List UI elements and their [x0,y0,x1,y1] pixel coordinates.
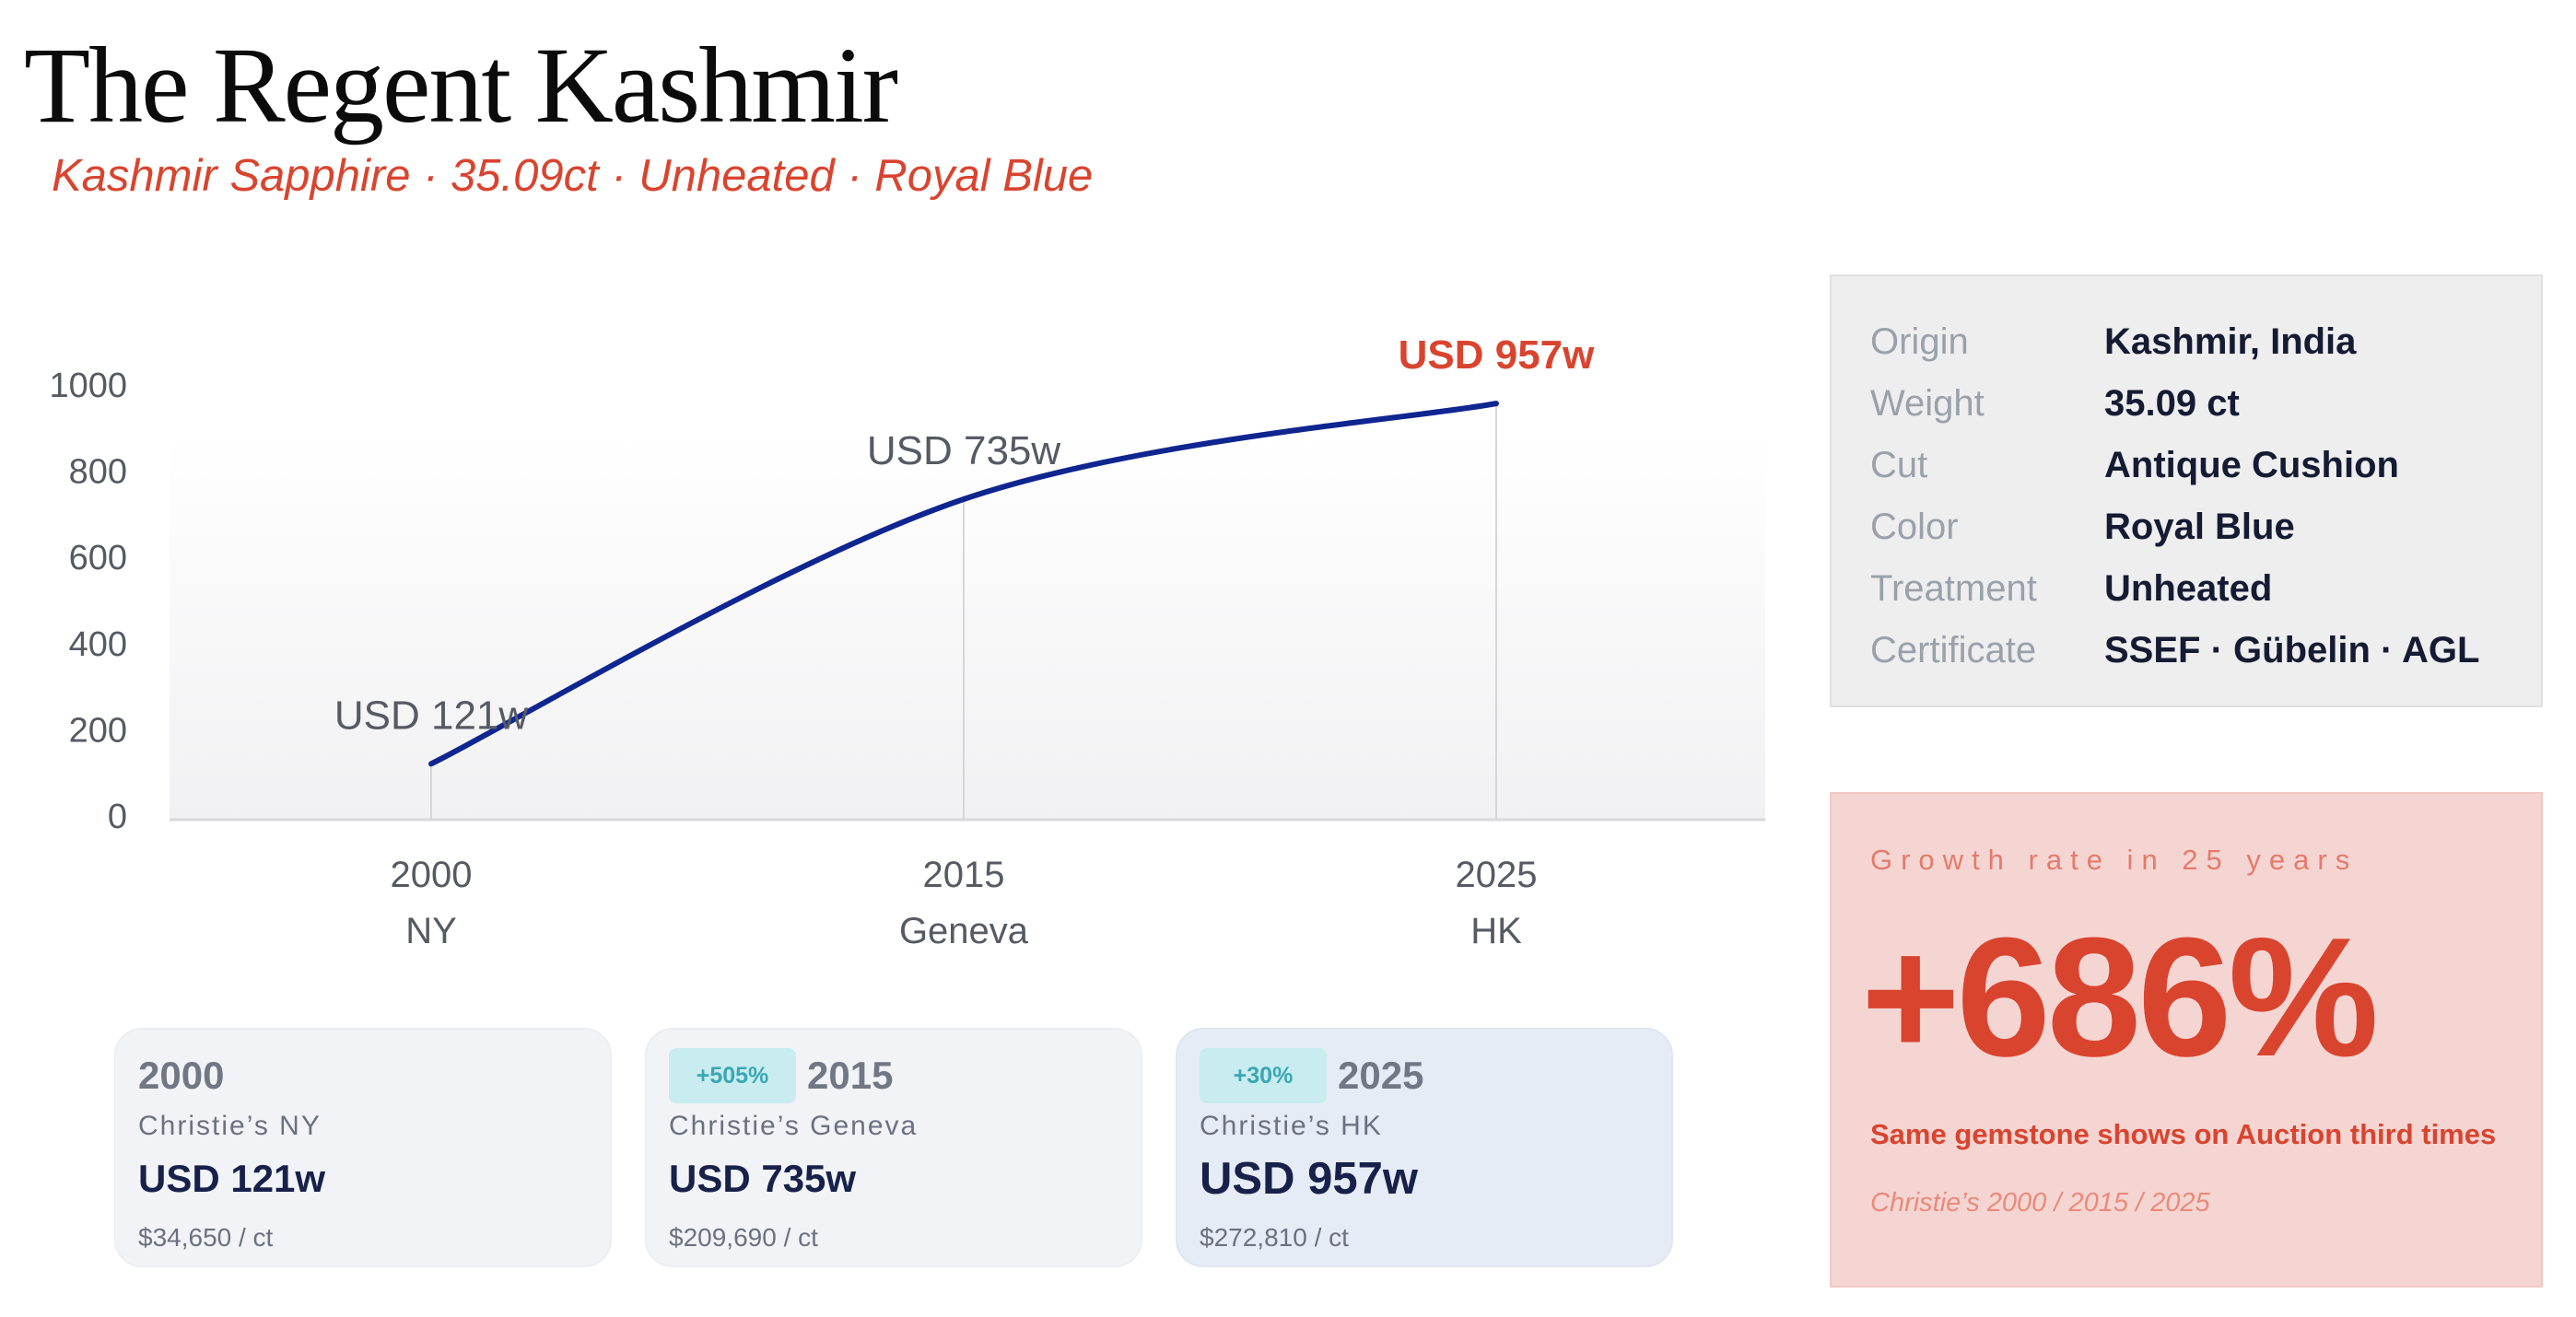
spec-key: Treatment [1870,568,2037,609]
growth-note: Same gemstone shows on Auction third tim… [1870,1118,2497,1150]
growth-value: +686% [1861,902,2379,1091]
growth-source: Christie’s 2000 / 2015 / 2025 [1870,1188,2210,1218]
specs-panel: Origin Kashmir, India Weight 35.09 ct Cu… [1830,274,2543,707]
y-tick-label: 600 [69,539,127,577]
spec-value: 35.09 ct [2104,383,2240,424]
card-price: USD 957w [1200,1154,1418,1204]
spec-key: Certificate [1870,630,2037,670]
x-tick-label: 2025 [1456,855,1538,895]
card-price-per-carat: $209,690 / ct [669,1223,818,1252]
spec-row-color: Color Royal Blue [1870,496,2541,558]
spec-value: Royal Blue [2104,507,2295,547]
card-year: 2000 [138,1054,225,1097]
spec-value: Unheated [2104,568,2273,609]
y-axis: 0 200 400 600 800 1000 [49,367,127,836]
plot-background [170,433,1765,820]
card-venue: Christie’s Geneva [669,1111,919,1141]
series-line [428,401,1499,767]
auction-card-2025: +30% 2025 Christie’s HK USD 957w $272,81… [1176,1028,1673,1267]
auction-card-2015: +505% 2015 Christie’s Geneva USD 735w $2… [645,1028,1142,1267]
card-venue: Christie’s NY [138,1111,322,1141]
card-year-row: +30% 2025 [1200,1048,1423,1103]
card-year: 2015 [807,1054,894,1097]
page-title: The Regent Kashmir [24,25,898,146]
y-tick-label: 0 [108,798,127,836]
growth-label: Growth rate in 25 years [1870,844,2359,876]
x-tick-sublabel: HK [1470,911,1522,951]
spec-key: Weight [1870,383,1985,424]
card-price-per-carat: $34,650 / ct [138,1223,274,1252]
spec-row-treatment: Treatment Unheated [1870,558,2541,620]
spec-row-weight: Weight 35.09 ct [1870,373,2541,435]
auction-card-2000: 2000 Christie’s NY USD 121w $34,650 / ct [114,1028,612,1267]
spec-value: Kashmir, India [2104,321,2357,362]
card-year-row: +505% 2015 [669,1048,893,1103]
spec-value: Antique Cushion [2104,445,2399,485]
y-tick-label: 200 [69,711,127,750]
growth-badge: +30% [1200,1048,1327,1103]
card-price: USD 735w [669,1157,857,1200]
spec-key: Origin [1870,321,1969,362]
growth-badge: +505% [669,1048,796,1103]
x-tick-sublabel: Geneva [899,911,1029,951]
spec-row-certificate: Certificate SSEF · Gübelin · AGL [1870,620,2541,682]
data-label: USD 121w [334,693,529,738]
data-labels: USD 121w USD 735w USD 957w [334,332,1595,738]
data-label: USD 957w [1399,332,1596,378]
x-tick-label: 2000 [391,855,473,895]
x-axis: 2000 NY 2015 Geneva 2025 HK [391,855,1538,951]
x-tick-sublabel: NY [405,911,457,951]
y-tick-label: 1000 [49,367,127,405]
spec-row-origin: Origin Kashmir, India [1870,311,2541,373]
card-year: 2025 [1338,1054,1424,1097]
card-price: USD 121w [138,1157,326,1200]
drop-lines [430,403,1497,820]
spec-key: Color [1870,507,1959,547]
price-line-chart: 0 200 400 600 800 1000 USD 121w USD 735w USD 95… [49,332,1765,951]
card-year-row: 2000 [138,1048,224,1103]
data-label: USD 735w [867,428,1061,473]
spec-key: Cut [1870,445,1928,485]
y-tick-label: 400 [69,625,127,664]
spec-value: SSEF · Gübelin · AGL [2104,630,2480,670]
page-subtitle: Kashmir Sapphire · 35.09ct · Unheated · … [52,151,1094,201]
growth-panel: Growth rate in 25 years +686% Same gemst… [1830,792,2543,1288]
card-price-per-carat: $272,810 / ct [1200,1223,1349,1252]
y-tick-label: 800 [69,453,127,492]
x-tick-label: 2015 [923,855,1005,895]
spec-row-cut: Cut Antique Cushion [1870,435,2541,496]
card-venue: Christie’s HK [1200,1111,1383,1141]
